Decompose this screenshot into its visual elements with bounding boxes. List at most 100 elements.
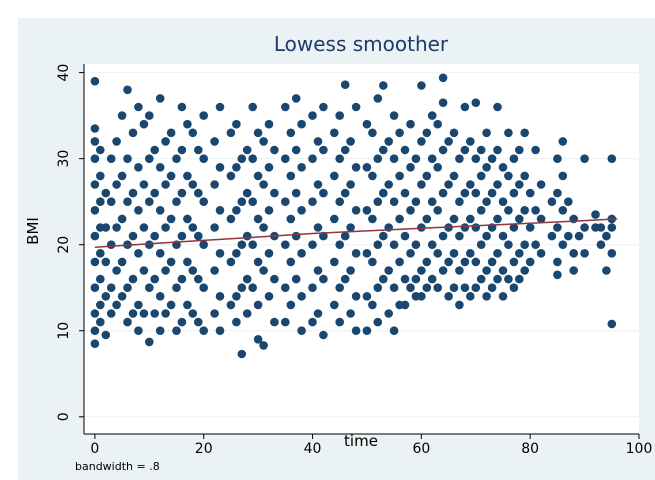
data-point	[172, 197, 181, 206]
data-point	[346, 223, 355, 232]
data-point	[504, 274, 513, 284]
data-point	[248, 283, 257, 293]
data-point	[520, 206, 529, 215]
data-point	[455, 197, 464, 206]
data-point	[161, 266, 170, 275]
data-point	[286, 214, 296, 224]
data-point	[346, 266, 355, 275]
data-point	[330, 300, 339, 310]
data-point	[259, 180, 268, 189]
data-point	[335, 283, 345, 293]
data-point	[248, 240, 257, 249]
data-point	[166, 300, 176, 310]
data-point	[487, 283, 497, 293]
data-point	[498, 163, 508, 172]
data-point	[232, 206, 241, 215]
data-point	[433, 283, 443, 293]
data-point	[422, 283, 432, 293]
data-point	[106, 283, 116, 293]
data-point	[313, 309, 323, 318]
data-point	[313, 180, 323, 189]
data-point	[487, 154, 497, 163]
data-point	[379, 274, 388, 284]
data-point	[569, 249, 578, 258]
data-point	[427, 154, 437, 163]
data-point	[123, 154, 132, 163]
data-point	[580, 249, 589, 258]
data-point	[308, 154, 317, 163]
data-point	[482, 231, 491, 241]
data-point	[515, 274, 524, 284]
data-point	[90, 326, 100, 336]
data-point	[112, 266, 121, 275]
data-point	[264, 249, 274, 258]
data-point	[504, 171, 513, 181]
data-point	[558, 206, 568, 215]
data-point	[471, 283, 481, 293]
data-point	[291, 188, 301, 198]
data-point	[145, 337, 154, 347]
data-point	[145, 111, 154, 120]
data-point	[308, 283, 317, 293]
data-point	[395, 214, 404, 224]
data-point	[602, 231, 611, 241]
data-point	[291, 274, 301, 284]
data-point	[150, 309, 159, 318]
data-point	[515, 180, 524, 189]
data-point	[553, 154, 562, 163]
y-tick-label: 10	[56, 322, 72, 340]
data-point	[155, 206, 165, 215]
data-point	[259, 341, 268, 350]
data-point	[389, 326, 399, 336]
data-point	[525, 188, 535, 198]
data-point	[96, 317, 105, 327]
data-point	[449, 249, 459, 258]
data-point	[242, 274, 252, 284]
data-point	[438, 145, 448, 155]
data-point	[449, 171, 459, 181]
data-point	[335, 317, 345, 327]
data-point	[199, 154, 208, 163]
data-point	[340, 80, 350, 89]
data-point	[112, 180, 121, 189]
data-point	[253, 171, 263, 181]
data-point	[330, 171, 339, 181]
x-tick-label: 80	[521, 441, 539, 457]
data-point	[134, 249, 143, 258]
data-point	[455, 231, 464, 241]
data-point	[226, 128, 236, 138]
data-point	[145, 197, 154, 206]
data-point	[134, 102, 143, 112]
data-point	[460, 283, 470, 293]
data-point	[368, 171, 377, 181]
data-point	[482, 163, 491, 172]
data-point	[90, 309, 100, 318]
data-point	[172, 283, 181, 293]
data-point	[237, 197, 247, 206]
data-point	[460, 102, 470, 112]
data-point	[580, 154, 589, 163]
data-point	[270, 145, 279, 155]
data-point	[117, 292, 127, 301]
data-point	[248, 102, 257, 112]
data-point	[155, 249, 165, 258]
y-tick-label: 20	[56, 236, 72, 254]
data-point	[422, 128, 432, 138]
data-point	[215, 102, 225, 112]
data-point	[90, 257, 100, 267]
data-point	[242, 231, 252, 241]
data-point	[509, 283, 519, 293]
data-point	[145, 154, 154, 163]
data-point	[362, 119, 372, 129]
data-point	[237, 349, 247, 359]
data-point	[155, 292, 165, 301]
data-point	[351, 249, 361, 258]
data-point	[139, 223, 149, 232]
data-point	[90, 124, 100, 133]
data-point	[351, 102, 361, 112]
data-point	[471, 188, 481, 198]
data-point	[384, 180, 394, 189]
data-point	[362, 206, 372, 215]
data-point	[199, 283, 208, 293]
data-point	[226, 257, 236, 267]
